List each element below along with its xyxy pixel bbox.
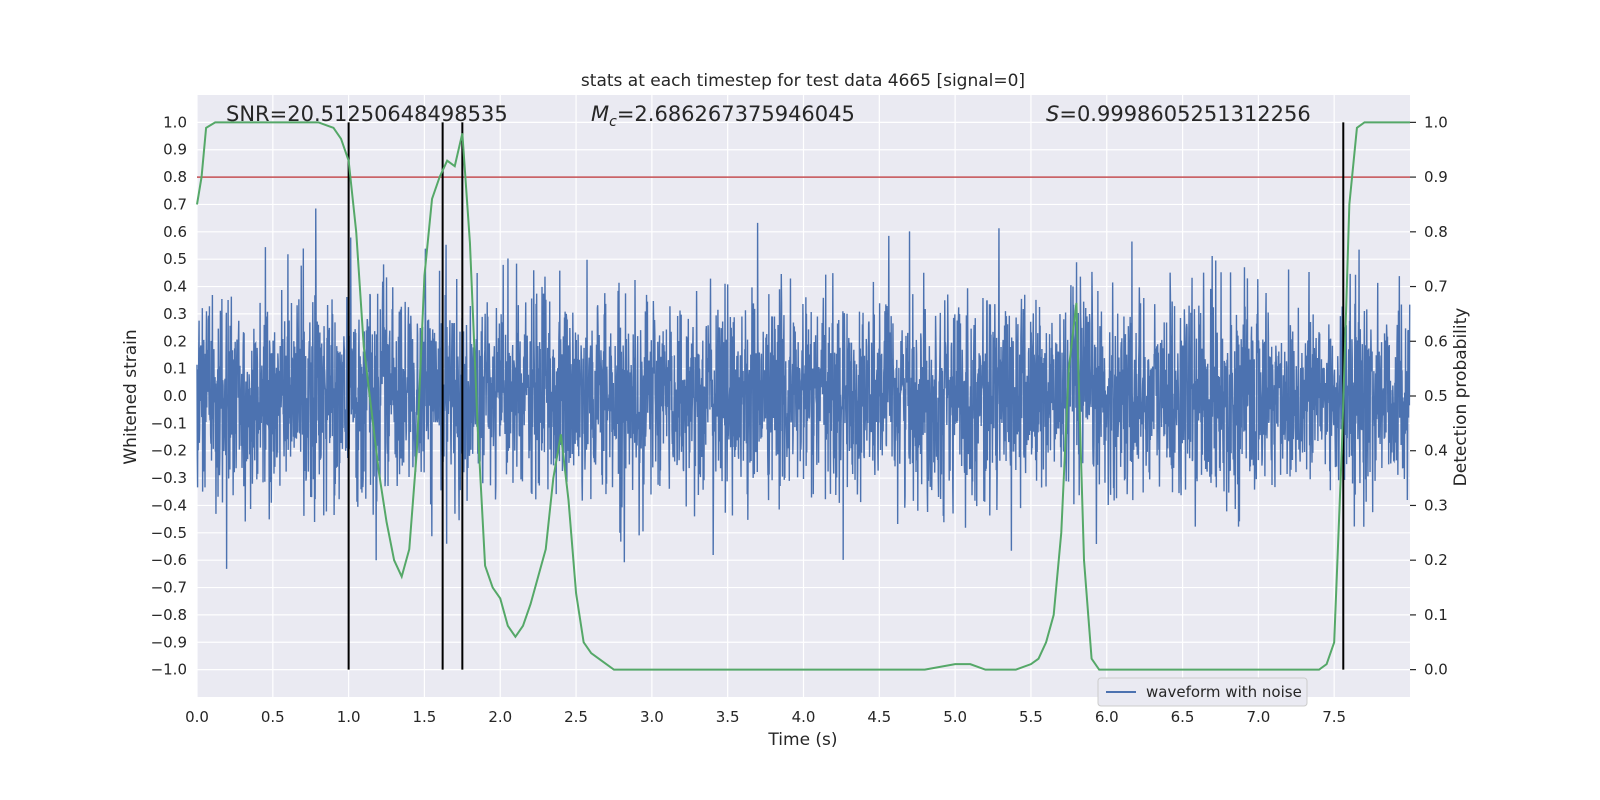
chirp-mass-annotation: Mc=2.686267375946045 — [591, 102, 855, 130]
score-symbol: S — [1046, 102, 1059, 126]
chart-title: stats at each timestep for test data 466… — [581, 71, 1025, 91]
y-left-tick-label: 1.0 — [163, 113, 187, 131]
x-tick-label: 6.0 — [1095, 708, 1119, 726]
y-left-tick-label: −0.2 — [151, 442, 187, 460]
y-left-tick-label: 0.9 — [163, 141, 187, 159]
y-left-tick-label: −0.3 — [151, 469, 187, 487]
y-left-tick-label: 0.4 — [163, 278, 187, 296]
y-left-tick-label: 0.1 — [163, 360, 187, 378]
probability-series — [196, 121, 1410, 671]
x-tick-label: 6.5 — [1171, 708, 1195, 726]
y-right-tick-label: 0.4 — [1424, 442, 1448, 460]
x-axis-label: Time (s) — [767, 730, 837, 750]
y-left-tick-label: −0.4 — [151, 496, 187, 514]
y-left-tick-label: 0.2 — [163, 332, 187, 350]
x-tick-label: 7.5 — [1322, 708, 1346, 726]
y-left-tick-label: −1.0 — [151, 661, 187, 679]
y-right-axis-label: Detection probability — [1451, 308, 1471, 487]
y-left-tick-label: 0.7 — [163, 195, 187, 213]
x-tick-label: 7.0 — [1246, 708, 1270, 726]
chirp-mass-value: =2.686267375946045 — [617, 102, 855, 126]
y-left-axis-label: Whitened strain — [121, 329, 141, 464]
y-left-tick-label: −0.6 — [151, 551, 187, 569]
y-left-tick-label: 0.5 — [163, 250, 187, 268]
x-tick-label: 5.5 — [1019, 708, 1043, 726]
y-right-tick-label: 0.5 — [1424, 387, 1448, 405]
score-annotation: S=0.9998605251312256 — [1046, 102, 1311, 126]
legend-box — [1097, 677, 1308, 707]
x-tick-label: 2.5 — [564, 708, 588, 726]
score-value: =0.9998605251312256 — [1059, 102, 1310, 126]
y-left-tick-label: 0.3 — [163, 305, 187, 323]
x-tick-label: 5.0 — [943, 708, 967, 726]
y-right-axis-ticks: 1.0 0.9 0.8 0.7 0.6 0.5 0.4 0.3 0.2 0.1 0.0 — [1410, 113, 1448, 679]
x-tick-label: 0.5 — [261, 708, 285, 726]
y-left-tick-label: −0.5 — [151, 524, 187, 542]
legend-label: waveform with noise — [1146, 683, 1302, 701]
x-tick-label: 3.0 — [640, 708, 664, 726]
y-left-tick-label: −0.8 — [151, 606, 187, 624]
y-left-tick-label: −0.9 — [151, 633, 187, 651]
y-right-tick-label: 0.3 — [1424, 496, 1448, 514]
chirp-mass-symbol: M — [591, 102, 609, 126]
y-right-tick-label: 0.7 — [1424, 278, 1448, 296]
waveform-line — [196, 208, 1411, 569]
x-tick-label: 4.5 — [867, 708, 891, 726]
waveform-series — [196, 208, 1411, 569]
y-right-tick-label: 0.1 — [1424, 606, 1448, 624]
x-tick-label: 4.0 — [792, 708, 816, 726]
y-right-tick-label: 0.9 — [1424, 168, 1448, 186]
legend: waveform with noise — [1097, 677, 1308, 707]
y-left-tick-label: −0.1 — [151, 414, 187, 432]
x-axis-ticks: 0.0 0.5 1.0 1.5 2.0 2.5 3.0 3.5 4.0 4.5 5.0 5.5 6.0 6… — [185, 708, 1346, 726]
x-tick-label: 0.0 — [185, 708, 209, 726]
probability-line — [196, 121, 1410, 671]
x-tick-label: 1.0 — [337, 708, 361, 726]
y-right-tick-label: 0.6 — [1424, 332, 1448, 350]
y-left-tick-label: −0.7 — [151, 579, 187, 597]
snr-annotation: SNR=20.51250648498535 — [226, 102, 508, 126]
y-left-tick-label: 0.0 — [163, 387, 187, 405]
chirp-mass-subscript: c — [609, 114, 617, 130]
y-right-tick-label: 1.0 — [1424, 113, 1448, 131]
x-tick-label: 2.0 — [488, 708, 512, 726]
x-tick-label: 3.5 — [716, 708, 740, 726]
x-tick-label: 1.5 — [413, 708, 437, 726]
y-left-tick-label: 0.8 — [163, 168, 187, 186]
y-right-tick-label: 0.8 — [1424, 223, 1448, 241]
y-right-tick-label: 0.2 — [1424, 551, 1448, 569]
y-left-axis-ticks: 1.0 0.9 0.8 0.7 0.6 0.5 0.4 0.3 0.2 0.1 0.0 −0.1 −0.… — [151, 113, 187, 678]
y-right-tick-label: 0.0 — [1424, 661, 1448, 679]
y-left-tick-label: 0.6 — [163, 223, 187, 241]
